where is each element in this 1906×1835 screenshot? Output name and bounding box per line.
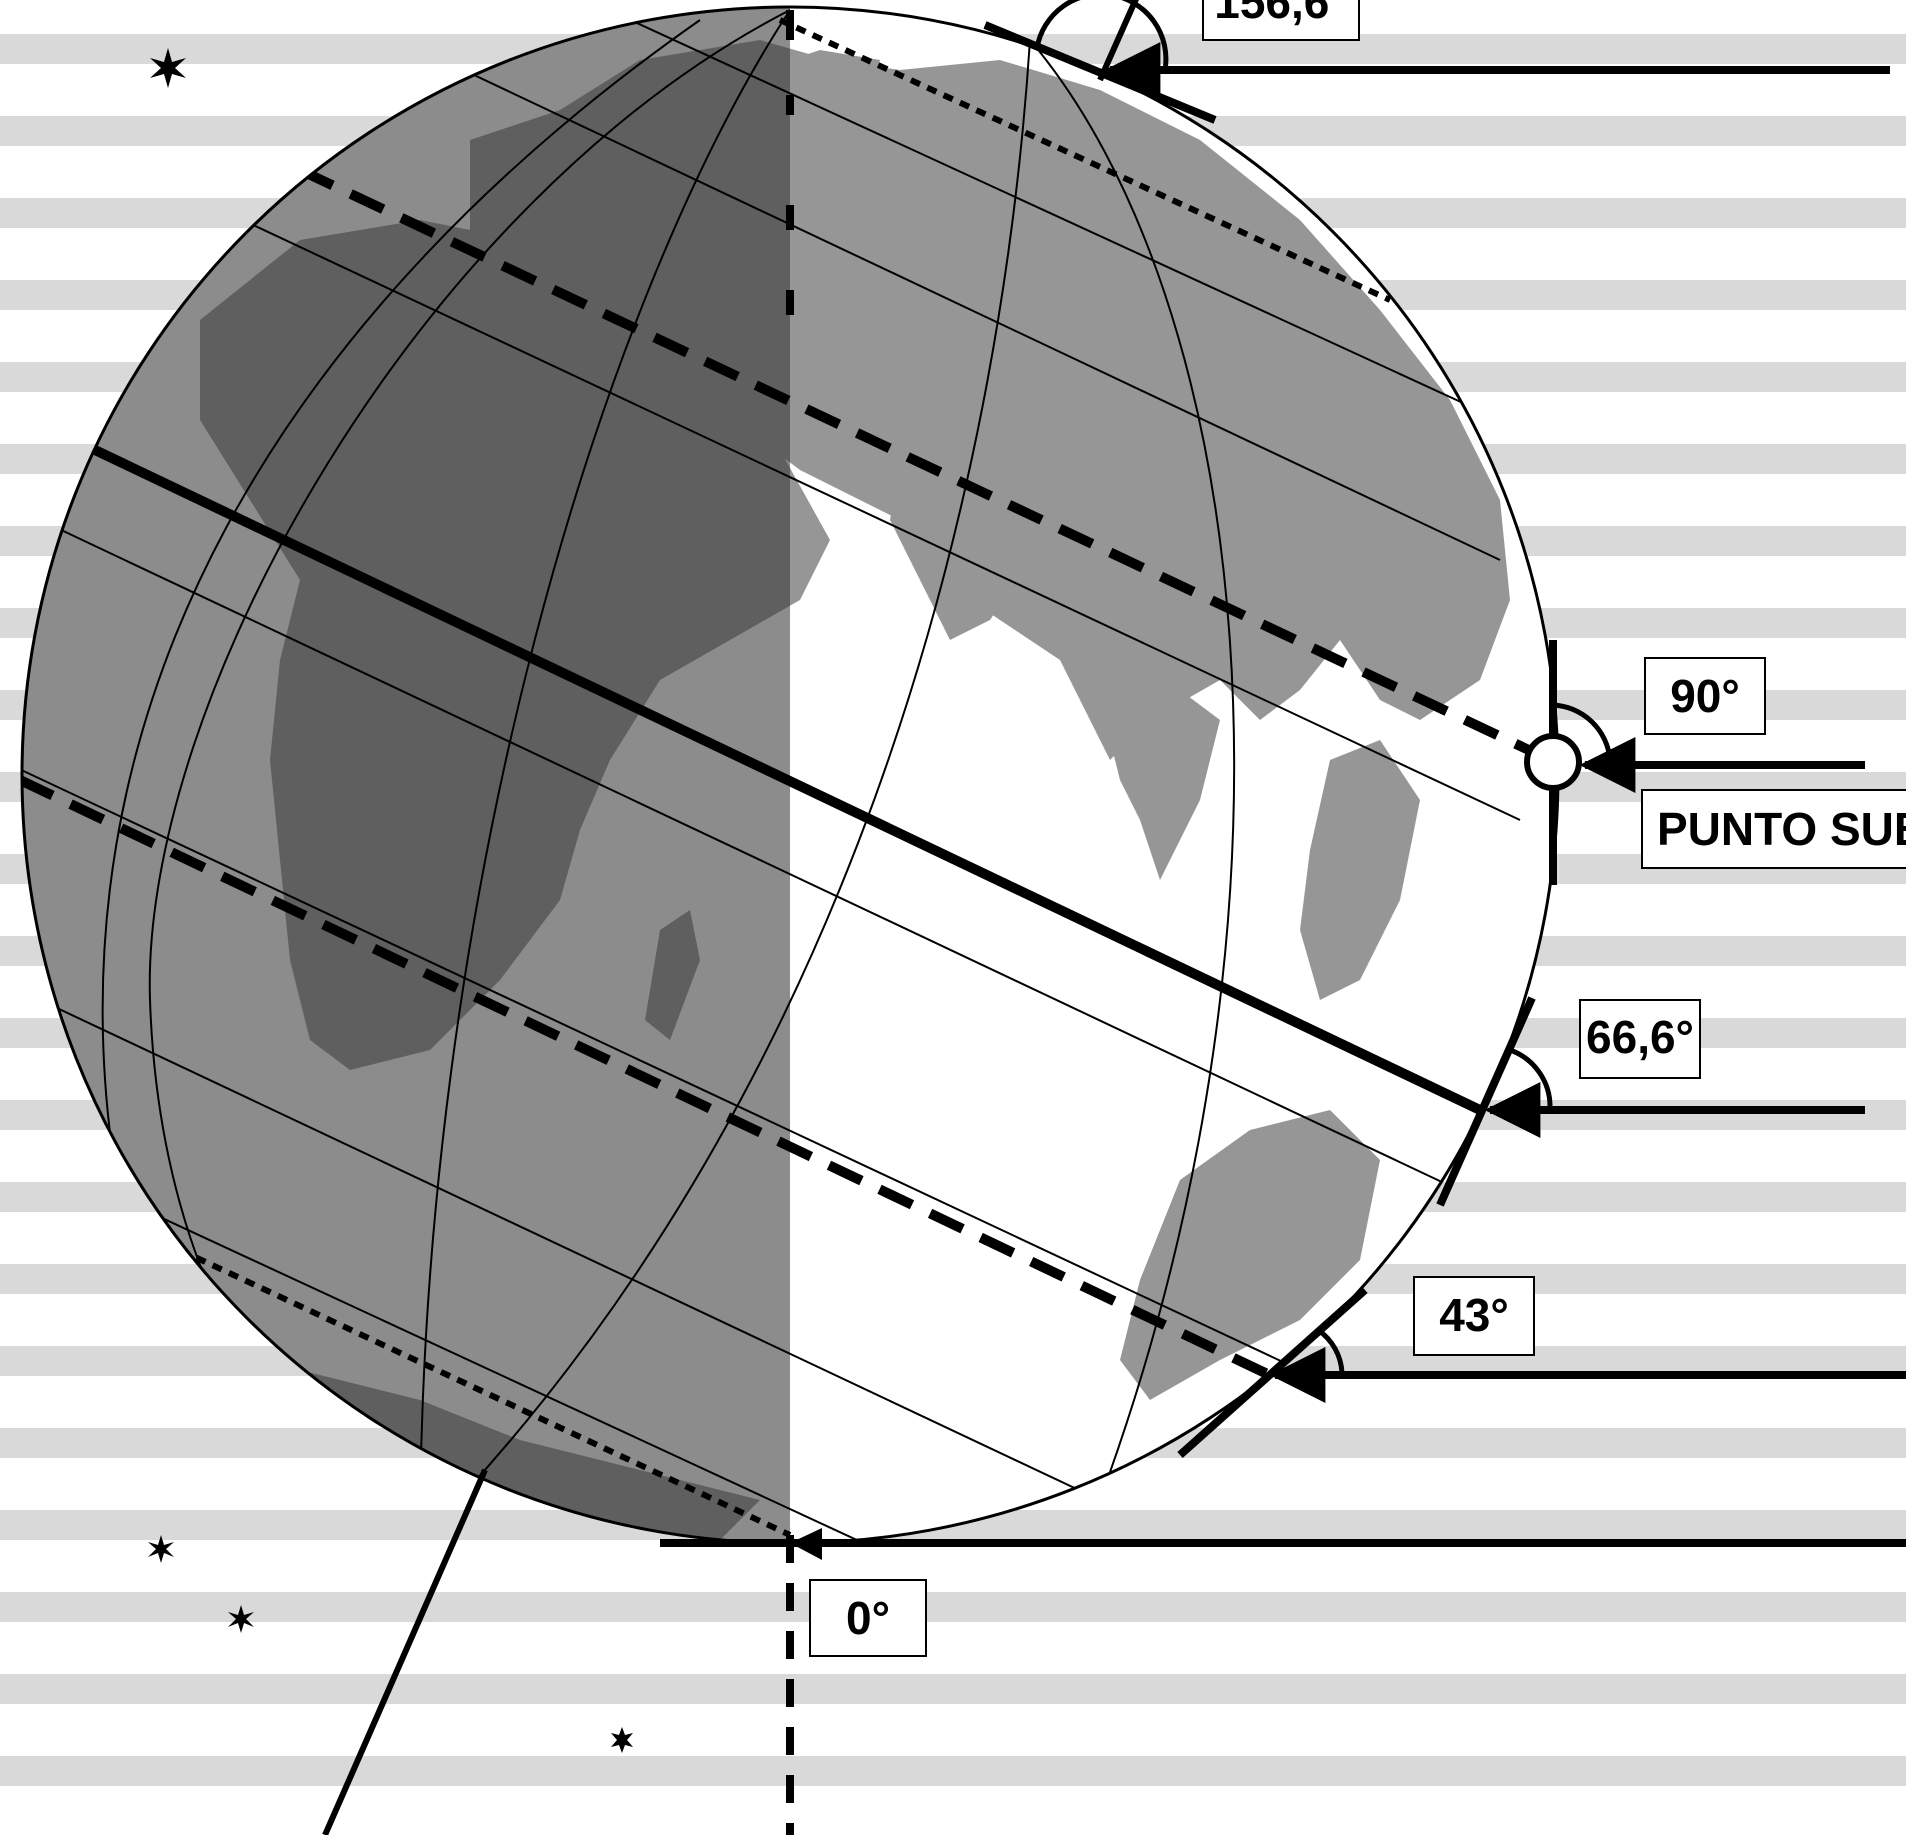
label-angle-43: 43° bbox=[1413, 1276, 1535, 1356]
stars bbox=[148, 48, 633, 1753]
equator-line bbox=[92, 445, 1483, 1115]
star-icon bbox=[148, 1535, 174, 1563]
southeast-asia-landmass bbox=[1300, 740, 1420, 1000]
star-icon bbox=[611, 1727, 633, 1753]
parallels bbox=[22, 7, 1521, 1543]
arctic-circle-line bbox=[778, 17, 1392, 303]
arabia-landmass bbox=[890, 460, 1030, 640]
svg-text:0°: 0° bbox=[846, 1592, 890, 1644]
arc-66 bbox=[1509, 1047, 1553, 1109]
tropic-cancer-line bbox=[297, 165, 1553, 765]
tangent-66 bbox=[1436, 996, 1536, 1207]
arc-90 bbox=[1552, 702, 1613, 761]
tropic-capricorn-line bbox=[22, 775, 1283, 1385]
subsolar-point bbox=[1524, 733, 1582, 791]
tangents bbox=[983, 21, 1557, 1458]
antarctic-circle-line bbox=[178, 1247, 792, 1538]
svg-text:66,6°: 66,6° bbox=[1586, 1011, 1694, 1063]
arc-43 bbox=[1316, 1327, 1345, 1374]
star-icon bbox=[150, 48, 186, 88]
tangent-43 bbox=[1177, 1287, 1368, 1458]
ray-0-arrowhead bbox=[790, 1528, 822, 1560]
label-angle-0: 0° bbox=[809, 1579, 927, 1657]
sun-ray-stripe bbox=[0, 1674, 1906, 1704]
sun-ray-arrows bbox=[660, 42, 1906, 1560]
sun-ray-stripe bbox=[0, 1592, 1906, 1622]
star-icon bbox=[228, 1605, 254, 1633]
angle-arcs bbox=[1034, 0, 1613, 1374]
svg-text:90°: 90° bbox=[1670, 670, 1740, 722]
label-angle-66: 66,6° bbox=[1579, 999, 1701, 1079]
australia-landmass bbox=[1120, 1110, 1380, 1400]
latitude-lines bbox=[22, 17, 1553, 1538]
svg-text:PUNTO SUB: PUNTO SUB bbox=[1657, 803, 1906, 855]
svg-text:43°: 43° bbox=[1439, 1289, 1509, 1341]
sun-ray-stripe bbox=[0, 1756, 1906, 1786]
india-landmass bbox=[1100, 690, 1220, 880]
svg-text:156,6°: 156,6° bbox=[1214, 0, 1348, 28]
arc-top bbox=[1034, 0, 1169, 71]
label-top-angle: 156,6° bbox=[1202, 0, 1360, 41]
tangent-top bbox=[983, 21, 1217, 124]
label-subsolar: PUNTO SUB bbox=[1641, 789, 1906, 869]
label-angle-90: 90° bbox=[1644, 657, 1766, 735]
